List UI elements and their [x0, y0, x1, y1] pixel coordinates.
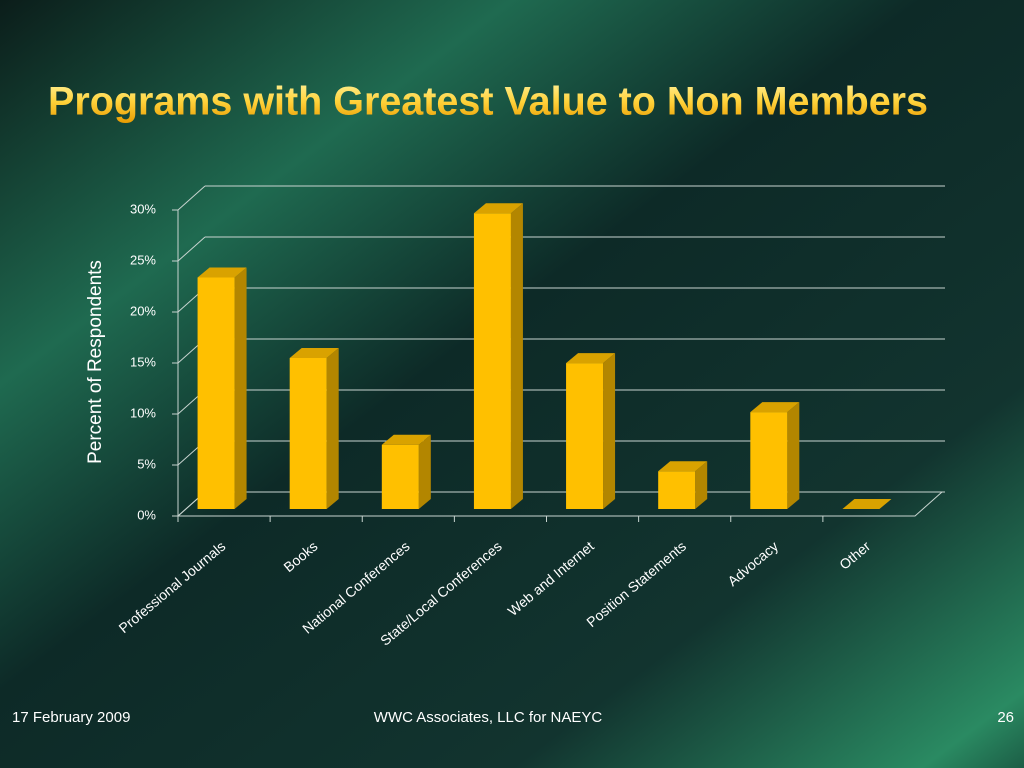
bar: [473, 203, 523, 509]
bar: [197, 267, 247, 509]
grid-line-side: [177, 236, 206, 262]
bar-side: [234, 267, 247, 509]
grid-line-side: [177, 185, 206, 211]
bar-top: [197, 267, 247, 278]
bar-front: [566, 363, 604, 509]
bar-side: [695, 461, 708, 509]
bar-front: [381, 444, 419, 509]
bar-front: [473, 213, 511, 509]
page-number: 26: [997, 709, 1014, 726]
bar-front: [750, 412, 788, 509]
bar-side: [510, 203, 523, 509]
bar-top: [842, 499, 892, 509]
bar-side: [603, 353, 616, 509]
bar: [842, 499, 892, 509]
y-tick-label: 10%: [130, 405, 156, 420]
bar-top: [289, 348, 339, 359]
title: Programs with Greatest Value to Non Memb…: [48, 80, 928, 124]
bar-side: [418, 434, 431, 509]
y-tick-label: 0%: [137, 507, 156, 522]
y-tick-label: 15%: [130, 354, 156, 369]
y-tick-label: 5%: [137, 456, 156, 471]
bar-side: [326, 348, 339, 509]
bar-top: [566, 353, 616, 364]
bar-front: [289, 358, 327, 509]
bar-top: [473, 203, 523, 214]
y-axis-title: Percent of Respondents: [85, 260, 106, 464]
bar-side: [787, 402, 800, 509]
bar: [566, 353, 616, 509]
bar: [658, 461, 708, 509]
bar-top: [658, 461, 708, 472]
bar-top: [381, 434, 431, 445]
y-tick-label: 25%: [130, 252, 156, 267]
bar: [381, 434, 431, 509]
bar-front: [197, 277, 235, 509]
bar-front: [658, 471, 696, 509]
footer-date: 17 February 2009: [12, 709, 130, 726]
y-tick-label: 30%: [130, 201, 156, 216]
footer-center: WWC Associates, LLC for NAEYC: [374, 709, 603, 726]
bar-top: [750, 402, 800, 413]
y-tick-label: 20%: [130, 303, 156, 318]
bar: [289, 348, 339, 509]
bar: [750, 402, 800, 509]
